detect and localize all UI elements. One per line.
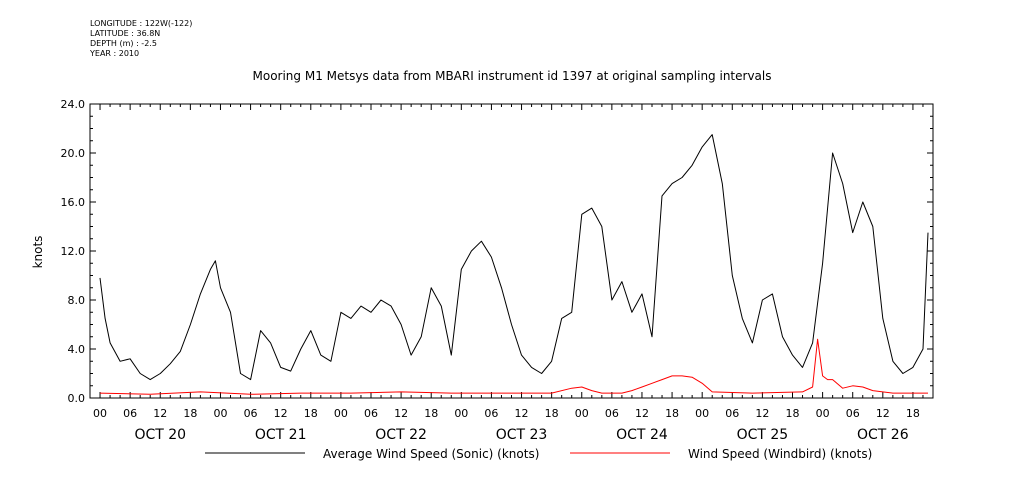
day-label: OCT 23 bbox=[496, 427, 548, 443]
legend-label-sonic: Average Wind Speed (Sonic) (knots) bbox=[323, 447, 539, 461]
hour-tick-label: 12 bbox=[635, 407, 649, 420]
y-axis-label: knots bbox=[31, 236, 45, 269]
series-line-sonic bbox=[99, 134, 929, 381]
hour-tick-label: 06 bbox=[484, 407, 498, 420]
hour-tick-label: 12 bbox=[755, 407, 769, 420]
legend-label-windbird: Wind Speed (Windbird) (knots) bbox=[688, 447, 872, 461]
chart-title: Mooring M1 Metsys data from MBARI instru… bbox=[253, 69, 772, 83]
latitude-label: LATITUDE : 36.8N bbox=[90, 29, 161, 38]
hour-tick-label: 12 bbox=[153, 407, 167, 420]
longitude-label: LONGITUDE : 122W(-122) bbox=[90, 19, 193, 28]
hour-tick-label: 00 bbox=[695, 407, 709, 420]
hour-tick-label: 06 bbox=[846, 407, 860, 420]
x-tick-labels: 00 06 12 18 00 06 12 18 00 06 12 18 00 06 12 18 00 06 12 18… bbox=[93, 407, 920, 420]
mooring-metadata: LONGITUDE : 122W(-122) LATITUDE : 36.8N … bbox=[90, 19, 192, 59]
hour-tick-label: 00 bbox=[454, 407, 468, 420]
hour-tick-label: 12 bbox=[876, 407, 890, 420]
day-label: OCT 24 bbox=[616, 427, 668, 443]
y-tick-label: 24.0 bbox=[61, 98, 86, 111]
series-lines bbox=[99, 134, 929, 395]
hour-tick-label: 18 bbox=[665, 407, 679, 420]
depth-label: DEPTH (m) : -2.5 bbox=[90, 39, 157, 48]
day-label: OCT 22 bbox=[375, 427, 427, 443]
y-tick-label: 12.0 bbox=[61, 245, 86, 258]
hour-tick-label: 06 bbox=[725, 407, 739, 420]
hour-tick-label: 18 bbox=[304, 407, 318, 420]
y-tick-label: 20.0 bbox=[61, 147, 86, 160]
hour-tick-label: 18 bbox=[906, 407, 920, 420]
hour-tick-label: 18 bbox=[424, 407, 438, 420]
axis-ticks bbox=[89, 103, 934, 399]
day-labels: OCT 20 OCT 21 OCT 22 OCT 23 OCT 24 OCT 25 OCT … bbox=[134, 427, 908, 443]
hour-tick-label: 00 bbox=[334, 407, 348, 420]
day-label: OCT 21 bbox=[255, 427, 307, 443]
hour-tick-label: 06 bbox=[605, 407, 619, 420]
plot-frame bbox=[89, 103, 934, 399]
hour-tick-label: 06 bbox=[244, 407, 258, 420]
day-label: OCT 26 bbox=[857, 427, 909, 443]
hour-tick-label: 18 bbox=[545, 407, 559, 420]
y-tick-label: 4.0 bbox=[68, 343, 86, 356]
hour-tick-label: 00 bbox=[575, 407, 589, 420]
y-tick-label: 0.0 bbox=[68, 392, 86, 405]
hour-tick-label: 18 bbox=[786, 407, 800, 420]
hour-tick-label: 00 bbox=[816, 407, 830, 420]
legend: Average Wind Speed (Sonic) (knots) Wind … bbox=[205, 447, 872, 461]
hour-tick-label: 18 bbox=[183, 407, 197, 420]
hour-tick-label: 00 bbox=[213, 407, 227, 420]
hour-tick-label: 06 bbox=[364, 407, 378, 420]
y-tick-label: 16.0 bbox=[61, 196, 86, 209]
series-line-windbird bbox=[99, 338, 928, 395]
hour-tick-label: 12 bbox=[274, 407, 288, 420]
year-label: YEAR : 2010 bbox=[90, 49, 140, 58]
hour-tick-label: 06 bbox=[123, 407, 137, 420]
hour-tick-label: 12 bbox=[515, 407, 529, 420]
y-tick-labels: 0.0 4.0 8.0 12.0 16.0 20.0 24.0 bbox=[61, 98, 86, 405]
day-label: OCT 25 bbox=[737, 427, 789, 443]
day-label: OCT 20 bbox=[134, 427, 186, 443]
hour-tick-label: 00 bbox=[93, 407, 107, 420]
y-tick-label: 8.0 bbox=[68, 294, 86, 307]
hour-tick-label: 12 bbox=[394, 407, 408, 420]
